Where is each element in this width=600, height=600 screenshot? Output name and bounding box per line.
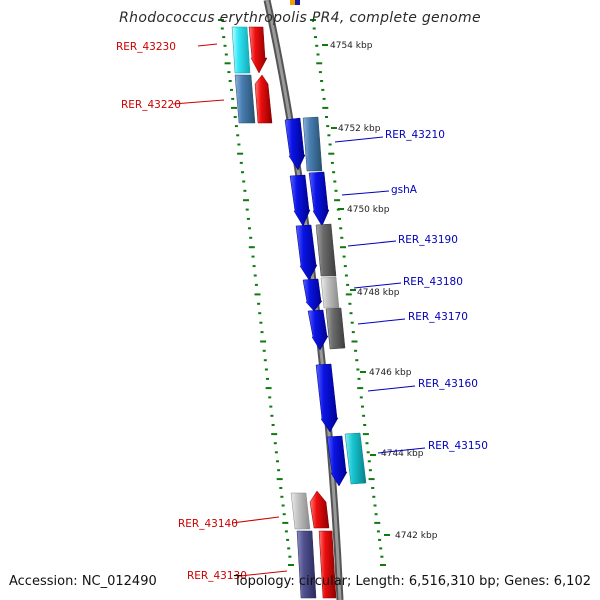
gene-rer-43220[interactable]: [234, 74, 256, 124]
gene-blue-5[interactable]: [307, 309, 329, 351]
kbp-label-4754: 4754 kbp: [330, 41, 373, 51]
gene-rer-43130[interactable]: [296, 530, 317, 599]
gene-rer-43160[interactable]: [315, 363, 339, 433]
genes-outer-strand: [231, 26, 337, 599]
kbp-label-4744: 4744 kbp: [381, 449, 424, 459]
gene-rer-43180[interactable]: [320, 276, 340, 309]
label-rer-43130[interactable]: RER_43130: [187, 570, 247, 582]
label-rer-43210[interactable]: RER_43210: [385, 129, 445, 141]
tick-marks-outer: [218, 19, 294, 566]
kbp-label-4742: 4742 kbp: [395, 531, 438, 541]
gene-rer-43140[interactable]: [290, 492, 311, 530]
kbp-label-4748: 4748 kbp: [357, 288, 400, 298]
gene-rer-43210[interactable]: [302, 116, 323, 172]
label-rer-43140[interactable]: RER_43140: [178, 518, 238, 530]
gene-red-bottom-1[interactable]: [309, 490, 330, 529]
label-gsha[interactable]: gshA: [391, 184, 418, 196]
gene-red-top-1[interactable]: [248, 26, 268, 74]
gene-rer-43170[interactable]: [325, 307, 346, 350]
gene-rer-43150[interactable]: [344, 432, 367, 485]
gene-blue-1[interactable]: [284, 117, 306, 171]
label-rer-43230[interactable]: RER_43230: [116, 41, 176, 53]
gene-rer-43190[interactable]: [315, 223, 337, 277]
accession-text: Accession: NC_012490: [9, 574, 157, 589]
gene-blue-6[interactable]: [326, 435, 348, 487]
gene-blue-4[interactable]: [302, 278, 323, 312]
gene-rer-43230[interactable]: [231, 26, 251, 74]
gene-gsha[interactable]: [308, 171, 330, 227]
label-rer-43190[interactable]: RER_43190: [398, 234, 458, 246]
gene-blue-3[interactable]: [295, 224, 318, 281]
label-rer-43150[interactable]: RER_43150: [428, 440, 488, 452]
gene-blue-2[interactable]: [289, 174, 311, 227]
kbp-labels: 4754 kbp 4752 kbp 4750 kbp 4748 kbp 4746…: [322, 41, 438, 541]
label-rer-43220[interactable]: RER_43220: [121, 99, 181, 111]
label-rer-43160[interactable]: RER_43160: [418, 378, 478, 390]
gene-red-top-2[interactable]: [254, 74, 273, 124]
kbp-label-4746: 4746 kbp: [369, 368, 412, 378]
gene-labels: RER_43230 RER_43220 RER_43210 gshA RER_4…: [116, 41, 488, 582]
genome-summary-text: Topology: circular; Length: 6,516,310 bp…: [233, 574, 591, 589]
kbp-label-4752: 4752 kbp: [338, 124, 381, 134]
label-rer-43180[interactable]: RER_43180: [403, 276, 463, 288]
genome-title: Rhodococcus erythropolis PR4, complete g…: [119, 10, 481, 26]
kbp-label-4750: 4750 kbp: [347, 205, 390, 215]
label-rer-43170[interactable]: RER_43170: [408, 311, 468, 323]
top-marker: [290, 0, 300, 5]
label-callouts: [172, 43, 426, 577]
genes-inner-strand: [284, 116, 367, 487]
gene-red-bottom-2[interactable]: [318, 530, 337, 599]
